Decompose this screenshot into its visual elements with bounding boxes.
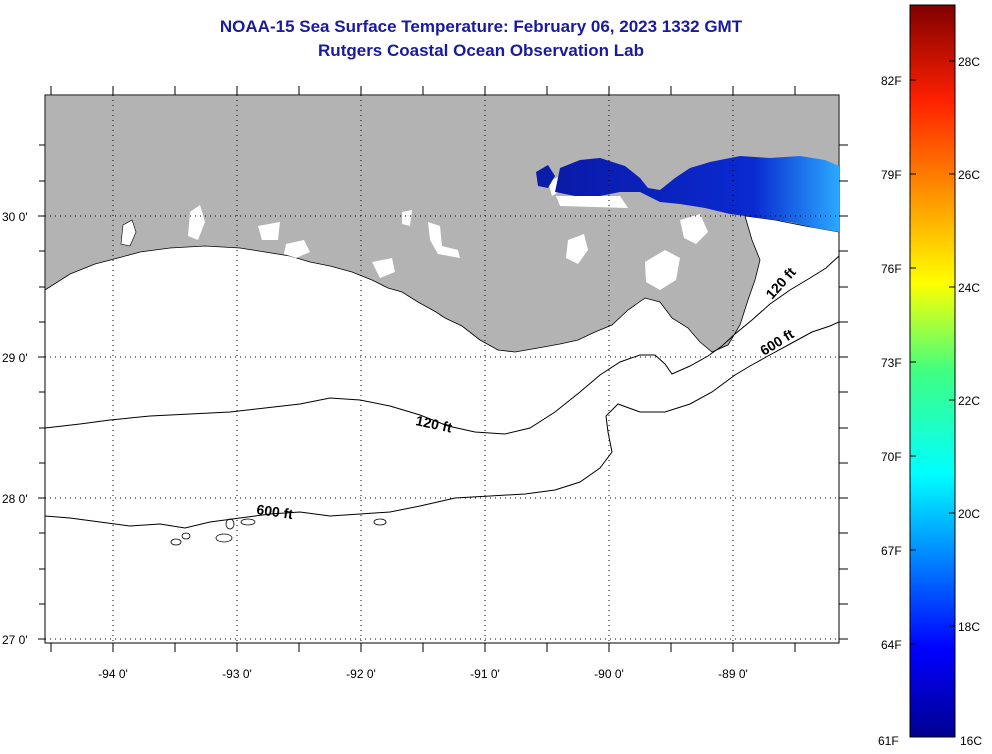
- colorbar-c-label: 22C: [958, 394, 980, 408]
- colorbar-f-label: 64F: [881, 638, 902, 652]
- bank-contour: [240, 518, 256, 526]
- inland-lake: [566, 234, 588, 264]
- inland-lake: [120, 219, 137, 247]
- colorbar-f-label: 70F: [881, 450, 902, 464]
- colorbar: [909, 4, 956, 738]
- lon-label: -92 0': [346, 667, 376, 681]
- lon-label: -89 0': [718, 667, 748, 681]
- map-subtitle: Rutgers Coastal Ocean Observation Lab: [318, 41, 644, 60]
- colorbar-f-label: 61F: [878, 734, 899, 748]
- lat-label: 28 0': [2, 492, 28, 506]
- lon-label: -90 0': [594, 667, 624, 681]
- lat-label: 29 0': [2, 351, 28, 365]
- bank-contour: [373, 518, 387, 526]
- colorbar-c-label: 16C: [960, 734, 982, 748]
- bank-contour: [181, 532, 191, 540]
- inland-lake: [428, 222, 460, 258]
- sst-data-region: [536, 165, 555, 188]
- colorbar-c-label: 24C: [958, 281, 980, 295]
- colorbar-f-label: 73F: [881, 356, 902, 370]
- lat-label: 27 0': [2, 633, 28, 647]
- bank-contour: [170, 538, 182, 546]
- inland-lake: [188, 205, 205, 240]
- contour-120ft: [45, 255, 839, 435]
- lat-label: 30 0': [2, 210, 28, 224]
- colorbar-c-label: 18C: [958, 620, 980, 634]
- inland-lake: [645, 250, 680, 290]
- colorbar-c-label: 20C: [958, 507, 980, 521]
- bank-contour: [215, 533, 233, 543]
- inland-lake: [680, 214, 708, 244]
- colorbar-f-label: 67F: [881, 544, 902, 558]
- sst-data-region: [555, 156, 839, 232]
- colorbar-f-label: 79F: [881, 168, 902, 182]
- colorbar-c-label: 26C: [958, 168, 980, 182]
- inland-lake: [402, 210, 412, 226]
- bank-contour: [225, 518, 235, 530]
- colorbar-f-label: 82F: [881, 74, 902, 88]
- colorbar-f-label: 76F: [881, 262, 902, 276]
- colorbar-c-label: 28C: [958, 55, 980, 69]
- inland-lake: [258, 222, 280, 240]
- inland-lake: [372, 258, 395, 278]
- contour-600ft: [45, 321, 839, 529]
- colorbar-ticks: [910, 60, 955, 645]
- contour-label-600ft: 600 ft: [256, 501, 295, 522]
- contour-label-120ft: 120 ft: [414, 412, 453, 435]
- inland-lake: [284, 240, 310, 258]
- land-area: [45, 95, 839, 353]
- lon-label: -91 0': [470, 667, 500, 681]
- axis-ticks: [38, 86, 848, 652]
- inland-lake: [556, 196, 628, 208]
- map-title: NOAA-15 Sea Surface Temperature: Februar…: [219, 17, 743, 36]
- lon-label: -93 0': [222, 667, 252, 681]
- lon-label: -94 0': [98, 667, 128, 681]
